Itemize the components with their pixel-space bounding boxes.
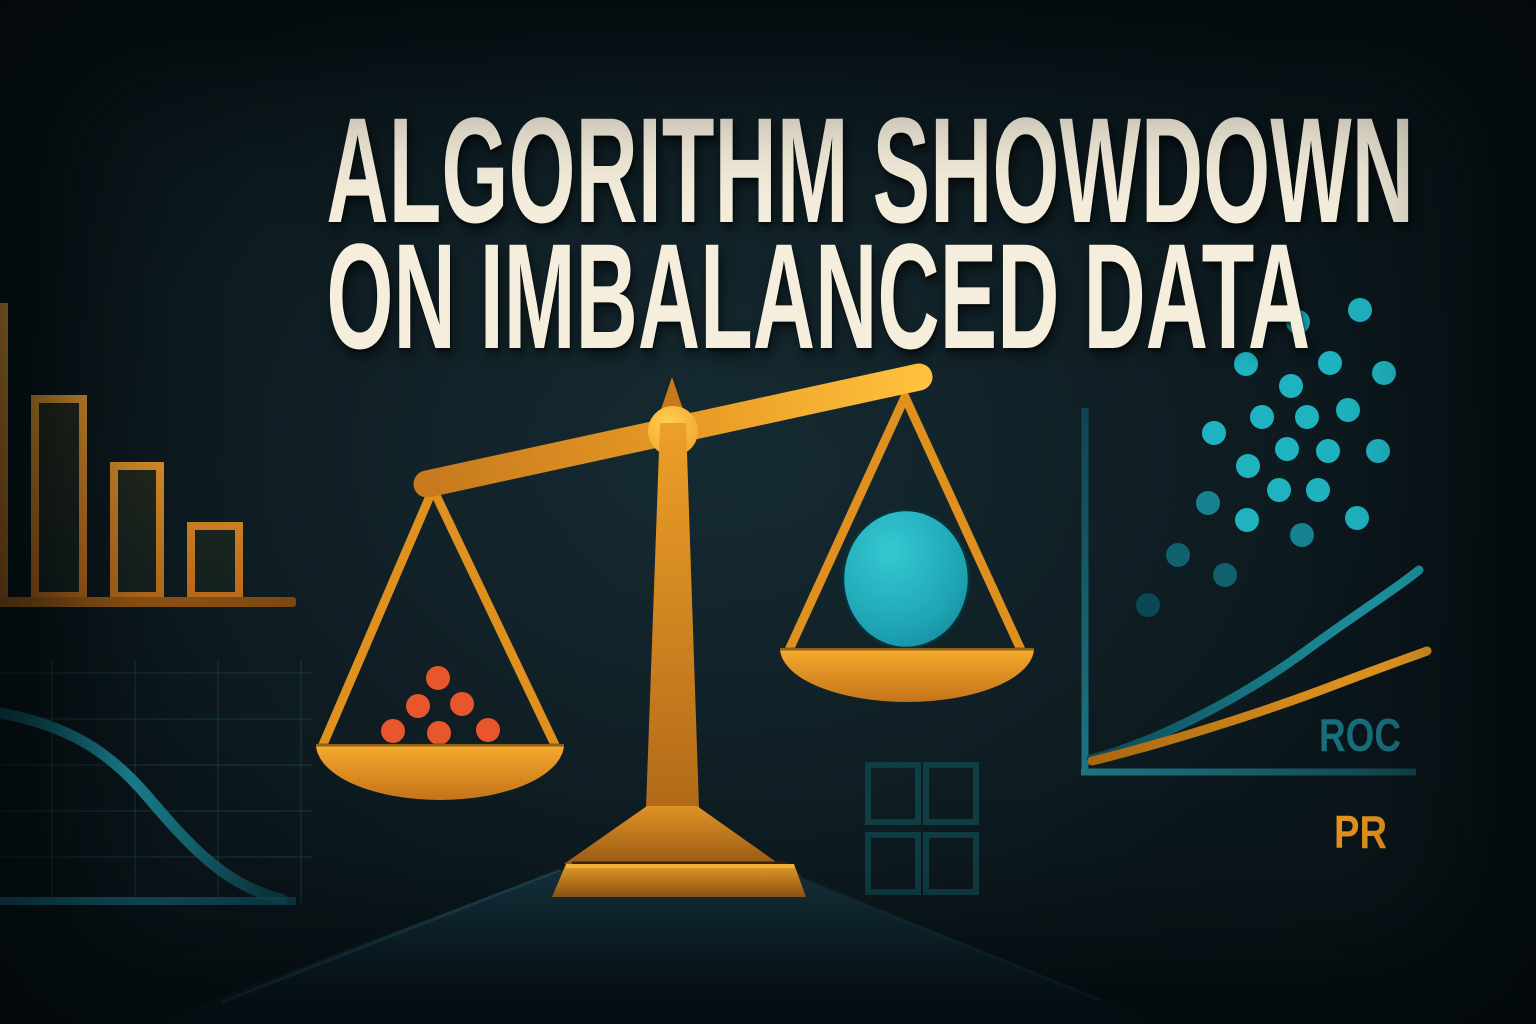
scatter-dot (1286, 310, 1310, 334)
roc-label: ROC (1319, 709, 1401, 761)
pan-strings (317, 392, 1026, 752)
title-line-2: ON IMBALANCED DATA (326, 212, 1311, 380)
roc-pr-chart: ROC PR (1081, 408, 1432, 858)
bar-1-clipped (0, 303, 8, 604)
squares-grid (865, 762, 979, 895)
minority-dot (406, 694, 430, 718)
scatter-dot (1306, 478, 1330, 502)
bar-chart-left (0, 303, 296, 607)
scatter-dot (1202, 421, 1226, 445)
plot-grid (0, 660, 312, 903)
left-pan-bowl (316, 744, 564, 800)
scatter-dot (1336, 398, 1360, 422)
column (646, 423, 699, 808)
scatter-dot (1366, 439, 1390, 463)
sigmoid-plot (0, 660, 312, 905)
ground (148, 860, 1164, 1024)
bar-4 (187, 522, 243, 600)
scatter-dot (1267, 478, 1291, 502)
bar-3 (110, 462, 164, 600)
ground-mound (148, 860, 1164, 1024)
scatter-dot (1348, 298, 1372, 322)
pedestal-flare (564, 806, 779, 864)
scatter-dot (1316, 439, 1340, 463)
minority-dot (476, 718, 500, 742)
scatter-dot (1345, 506, 1369, 530)
scatter-dot (1166, 543, 1190, 567)
scatter-dot (1295, 405, 1319, 429)
square-tr (923, 762, 979, 825)
scatter-dot (1235, 508, 1259, 532)
scatter-dot (1234, 352, 1258, 376)
balance-scale (316, 363, 1034, 897)
scatter-dot (1136, 593, 1160, 617)
scatter-cluster (1136, 298, 1396, 617)
scatter-dot (1290, 523, 1314, 547)
square-bl (865, 832, 921, 895)
minority-dot (381, 719, 405, 743)
majority-sphere (841, 508, 971, 650)
square-tl (865, 762, 921, 825)
roc-curve (1086, 565, 1424, 764)
pr-curve (1087, 646, 1432, 766)
pedestal-base (552, 864, 806, 897)
minority-dots (381, 666, 500, 745)
bar-chart-baseline (0, 597, 296, 607)
minority-dot (426, 666, 450, 690)
scatter-dot (1318, 351, 1342, 375)
scatter-dot (1250, 405, 1274, 429)
scatter-dot (1372, 361, 1396, 385)
scatter-dot (1275, 437, 1299, 461)
pr-label: PR (1334, 806, 1387, 858)
poster-title: ALGORITHM SHOWDOWN ON IMBALANCED DATA (326, 95, 1414, 380)
bar-2 (31, 395, 87, 600)
scatter-dot (1236, 454, 1260, 478)
scatter-dot (1196, 491, 1220, 515)
square-br (923, 832, 979, 895)
minority-dot (427, 721, 451, 745)
ground-rim-right (805, 878, 1101, 1002)
minority-dot (450, 692, 474, 716)
scatter-dot (1213, 563, 1237, 587)
ground-rim-left (221, 868, 561, 1004)
sigmoid-curve (0, 707, 288, 905)
right-pan-bowl (780, 648, 1034, 702)
scatter-dot (1279, 374, 1303, 398)
